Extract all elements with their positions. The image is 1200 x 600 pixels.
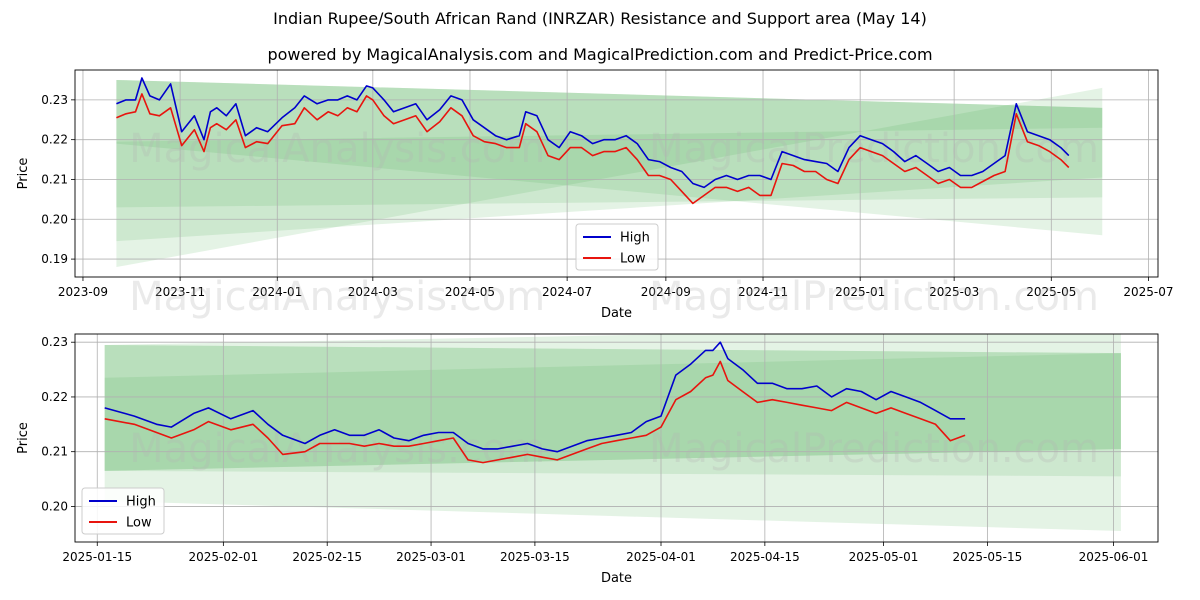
x-tick-label: 2025-07 [1123,285,1173,299]
chart-subtitle: powered by MagicalAnalysis.com and Magic… [267,45,933,64]
chart-title: Indian Rupee/South African Rand (INRZAR)… [273,9,927,28]
legend-label-low: Low [620,252,646,267]
x-axis-label: Date [601,571,632,586]
x-tick-label: 2025-02-15 [292,550,362,564]
x-tick-label: 2024-03 [348,285,398,299]
series-group [116,77,1070,205]
x-tick-label: 2025-04-15 [730,550,800,564]
x-tick-label: 2024-09 [641,285,691,299]
plot-frame [74,69,1159,278]
legend-label-high: High [620,231,650,246]
legend: High Low [81,487,165,535]
x-tick-label: 2025-01 [835,285,885,299]
band-3 [104,334,1121,532]
series-group [104,341,966,464]
x-tick-label: 2023-09 [58,285,108,299]
x-axis-label: Date [601,306,632,321]
y-axis-label: Price [16,158,31,190]
x-tick-label: 2025-02-01 [188,550,258,564]
y-tick-label: 0.23 [41,335,68,349]
x-tick-label: 2025-05-15 [953,550,1023,564]
series-line-low [104,360,966,464]
watermark: MagicalAnalysis.com [129,426,545,472]
watermark: MagicalPrediction.com [649,426,1099,472]
x-tick-label: 2025-01-15 [62,550,132,564]
band-1 [104,353,1121,471]
legend-label-high: High [126,495,156,510]
y-tick-label: 0.19 [41,252,68,266]
x-tick-label: 2025-05-01 [849,550,919,564]
band-3 [116,87,1103,268]
x-tick-label: 2024-07 [542,285,592,299]
y-tick-label: 0.22 [41,133,68,147]
x-tick-label: 2023-11 [155,285,205,299]
chart-2: 2025-01-15 2025-02-01 2025-02-15 2025-03-01… [16,333,1159,586]
x-tick-label: 2025-04-01 [626,550,696,564]
plot-frame [74,333,1159,543]
x-tick-label: 2025-03 [929,285,979,299]
legend-label-low: Low [126,516,152,531]
chart-1: 2023-09 2023-11 2024-01 2024-03 2024-05 2024-… [16,69,1174,321]
band-2 [116,79,1103,242]
y-tick-label: 0.21 [41,445,68,459]
y-tick-label: 0.22 [41,390,68,404]
watermark: MagicalAnalysis.com [129,126,545,172]
x-tick-label: 2025-03-15 [500,550,570,564]
x-tick-label: 2024-11 [738,285,788,299]
band-2 [104,344,1121,471]
band-4 [104,344,1121,477]
watermark: MagicalPrediction.com [649,274,1099,320]
x-tick-label: 2025-05 [1026,285,1076,299]
legend: High Low [575,223,659,271]
watermark: MagicalAnalysis.com [129,274,545,320]
y-tick-label: 0.20 [41,212,68,226]
band-1 [116,79,1103,208]
series-line-low [116,93,1070,205]
series-line-high [116,77,1070,189]
x-tick-label: 2024-05 [445,285,495,299]
y-tick-label: 0.21 [41,172,68,186]
y-axis-label: Price [16,422,31,454]
series-line-high [104,341,966,453]
x-tick-label: 2025-03-01 [396,550,466,564]
y-tick-label: 0.20 [41,499,68,513]
resistance-support-bands [116,79,1103,268]
resistance-support-bands [104,334,1121,532]
y-tick-label: 0.23 [41,93,68,107]
x-tick-label: 2024-01 [252,285,302,299]
x-tick-label: 2025-06-01 [1079,550,1149,564]
band-4 [116,79,1103,236]
